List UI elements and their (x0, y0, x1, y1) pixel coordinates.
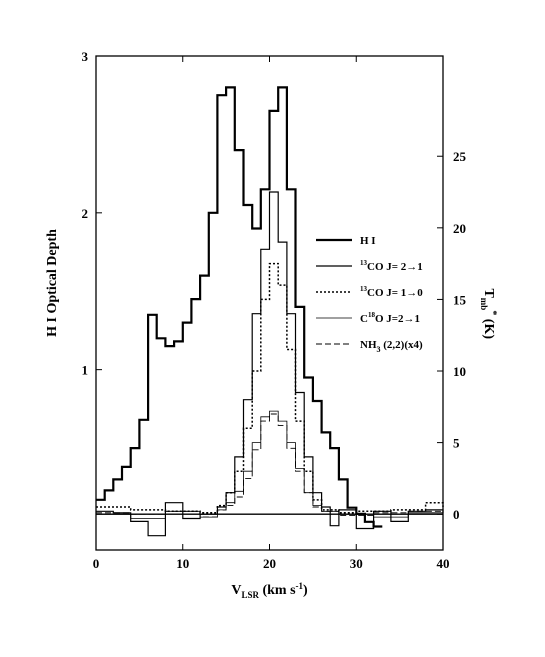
y-left-tick-label: 3 (82, 49, 89, 64)
series-line-3 (96, 410, 444, 519)
legend-label-0: H I (360, 235, 376, 247)
y-right-tick-label: 25 (453, 149, 467, 164)
y-right-tick-label: 20 (453, 221, 466, 236)
legend-label-2: 13CO J= 1→0 (360, 285, 423, 299)
y-left-axis-label: H I Optical Depth (45, 229, 60, 337)
y-right-axis-label: Tmb* (K) (479, 288, 498, 339)
x-tick-label: 40 (437, 556, 450, 571)
series-line-1 (96, 191, 444, 537)
x-tick-label: 20 (263, 556, 276, 571)
legend-label-4: NH3 (2,2)(x4) (360, 339, 423, 354)
y-right-tick-label: 5 (453, 436, 460, 451)
x-axis-label: VLSR (km s-1) (231, 581, 308, 600)
legend-label-3: C18O J=2→1 (360, 311, 420, 325)
y-right-tick-label: 0 (453, 507, 460, 522)
series-line-0 (96, 86, 383, 528)
legend-label-1: 13CO J= 2→1 (360, 259, 423, 273)
x-tick-label: 30 (350, 556, 363, 571)
series-line-4 (96, 413, 444, 518)
x-tick-label: 0 (93, 556, 100, 571)
y-left-tick-label: 2 (82, 206, 89, 221)
x-tick-label: 10 (176, 556, 189, 571)
y-right-tick-label: 15 (453, 292, 467, 307)
y-left-tick-label: 1 (82, 363, 89, 378)
y-right-tick-label: 10 (453, 364, 466, 379)
series-line-2 (96, 262, 444, 514)
